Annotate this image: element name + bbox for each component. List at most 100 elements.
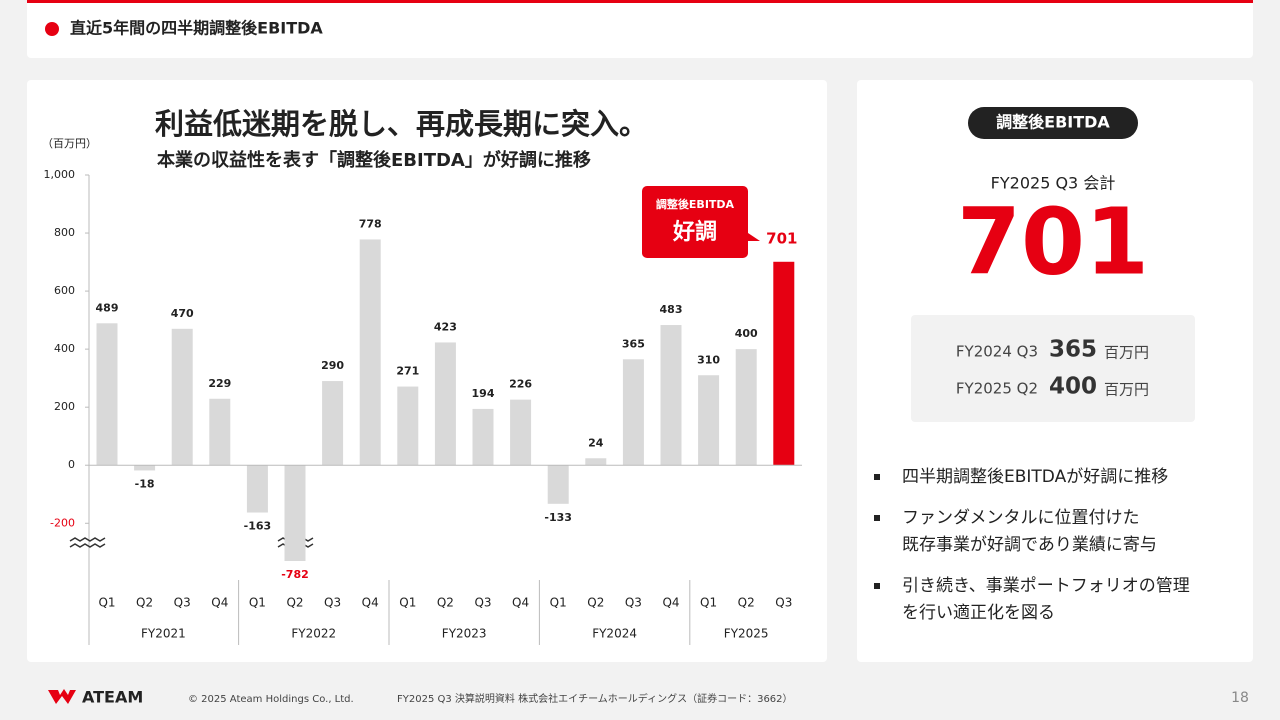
x-tick-label: Q1 <box>550 596 567 610</box>
y-tick-label: -200 <box>50 516 75 529</box>
compare-value: 400 <box>1049 374 1097 400</box>
x-tick-label: Q2 <box>587 596 604 610</box>
bullet-text: 四半期調整後EBITDAが好調に推移 <box>902 467 1168 487</box>
bar <box>622 359 644 466</box>
value-label: 310 <box>697 353 720 366</box>
bullet-mark <box>874 515 880 521</box>
callout-text: 好調 <box>672 219 717 245</box>
value-label: 778 <box>359 217 382 230</box>
value-label: -18 <box>135 477 155 490</box>
doc-info: FY2025 Q3 決算説明資料 株式会社エイチームホールディングス（証券コード… <box>397 692 793 705</box>
value-label: 226 <box>509 378 532 391</box>
value-label: 229 <box>208 377 231 390</box>
bar <box>397 386 419 466</box>
logo-icon <box>48 689 76 704</box>
y-axis-label: （百万円） <box>42 137 97 150</box>
bullet-text: を行い適正化を図る <box>902 603 1055 623</box>
x-tick-label: Q2 <box>437 596 454 610</box>
compare-period: FY2025 Q2 <box>956 380 1038 398</box>
y-tick-label: 200 <box>54 400 75 413</box>
x-tick-label: Q4 <box>662 596 679 610</box>
callout-text: 調整後EBITDA <box>656 197 735 211</box>
page-number: 18 <box>1231 690 1249 706</box>
bullet-text: 既存事業が好調であり業績に寄与 <box>902 535 1157 555</box>
value-label: -163 <box>244 520 272 533</box>
value-label: 290 <box>321 359 344 372</box>
chart-subtitle: 本業の収益性を表す「調整後EBITDA」が好調に推移 <box>157 149 591 171</box>
y-tick-label: 400 <box>54 342 75 355</box>
value-label: -782 <box>281 568 309 581</box>
chart-panel <box>27 80 827 662</box>
axis-break <box>69 537 106 548</box>
chart-title: 利益低迷期を脱し、再成長期に突入。 <box>155 107 648 141</box>
x-tick-label: Q4 <box>512 596 529 610</box>
bar <box>434 342 456 466</box>
copyright: © 2025 Ateam Holdings Co., Ltd. <box>188 694 354 705</box>
bullet-mark <box>874 583 880 589</box>
y-tick-label: 800 <box>54 226 75 239</box>
header-title: 直近5年間の四半期調整後EBITDA <box>70 19 323 38</box>
bar <box>134 465 156 471</box>
value-label: 365 <box>622 337 645 350</box>
value-label: 483 <box>660 303 683 316</box>
badge-text: 調整後EBITDA <box>996 113 1110 132</box>
bar <box>359 239 381 466</box>
compare-period: FY2024 Q3 <box>956 343 1038 361</box>
bar <box>547 465 569 504</box>
value-label: 194 <box>472 387 495 400</box>
x-group-label: FY2021 <box>141 627 186 641</box>
bar <box>472 408 494 466</box>
x-group-label: FY2025 <box>724 627 769 641</box>
bullet-mark <box>874 474 880 480</box>
logo: ATEAM <box>82 688 143 707</box>
value-label: 400 <box>735 327 758 340</box>
compare-value: 365 <box>1049 337 1097 363</box>
bar <box>171 328 193 466</box>
bar <box>735 349 757 466</box>
value-label: 470 <box>171 307 194 320</box>
value-label: 423 <box>434 320 457 333</box>
x-tick-label: Q3 <box>625 596 642 610</box>
bar <box>698 375 720 466</box>
big-value: 701 <box>957 188 1149 295</box>
bar <box>96 323 118 466</box>
bullet-text: ファンダメンタルに位置付けた <box>902 508 1140 528</box>
x-tick-label: Q4 <box>211 596 228 610</box>
bar <box>773 261 795 466</box>
value-label: 489 <box>96 301 119 314</box>
y-tick-label: 0 <box>68 458 75 471</box>
badge <box>968 107 1138 139</box>
x-tick-label: Q1 <box>249 596 266 610</box>
header-dot <box>45 22 59 36</box>
period: FY2025 Q3 会計 <box>991 174 1116 193</box>
bar <box>284 465 306 561</box>
value-label: -133 <box>544 511 572 524</box>
y-tick-label: 1,000 <box>44 168 76 181</box>
value-label: 271 <box>396 365 419 378</box>
bar <box>660 325 682 466</box>
compare-unit: 百万円 <box>1104 344 1149 362</box>
x-tick-label: Q2 <box>136 596 153 610</box>
bar <box>246 465 268 513</box>
x-tick-label: Q3 <box>324 596 341 610</box>
y-tick-label: 600 <box>54 284 75 297</box>
x-group-label: FY2024 <box>592 627 637 641</box>
x-tick-label: Q1 <box>399 596 416 610</box>
x-tick-label: Q1 <box>700 596 717 610</box>
x-tick-label: Q1 <box>98 596 115 610</box>
bar <box>510 399 532 466</box>
plot-area <box>96 239 795 561</box>
x-group-label: FY2023 <box>442 627 487 641</box>
x-tick-label: Q2 <box>738 596 755 610</box>
x-tick-label: Q3 <box>775 596 792 610</box>
value-label: 24 <box>588 436 604 449</box>
bullet-text: 引き続き、事業ポートフォリオの管理 <box>902 576 1190 596</box>
x-tick-label: Q4 <box>362 596 379 610</box>
header-line <box>27 0 1253 3</box>
bar <box>209 398 231 466</box>
x-tick-label: Q2 <box>286 596 303 610</box>
value-label: 701 <box>766 229 797 247</box>
header-box <box>27 0 1253 58</box>
compare-box <box>911 315 1195 422</box>
